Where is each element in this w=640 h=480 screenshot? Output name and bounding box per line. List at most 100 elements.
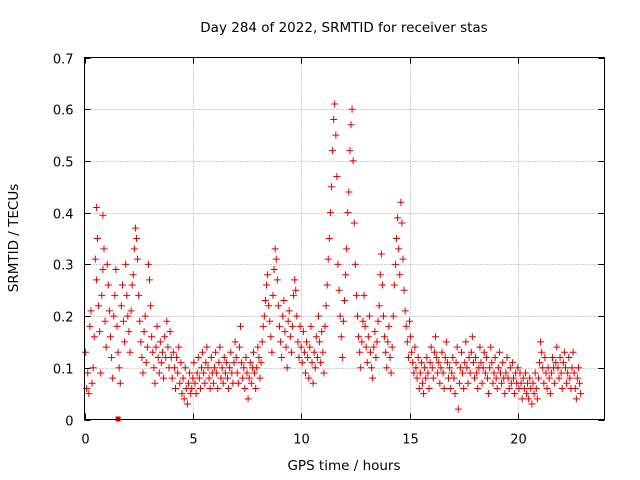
- data-point: [150, 364, 158, 372]
- data-point: [221, 369, 229, 377]
- data-point: [250, 348, 257, 356]
- data-point: [358, 338, 366, 346]
- y-tick-label: 0.7: [53, 53, 74, 68]
- data-point: [521, 369, 529, 377]
- y-tick-label: 0.2: [53, 311, 74, 326]
- data-point: [523, 390, 530, 398]
- data-point: [331, 100, 339, 108]
- data-point: [213, 369, 221, 377]
- data-point: [571, 384, 579, 392]
- data-point: [97, 369, 105, 377]
- data-point: [421, 364, 429, 372]
- data-point: [428, 364, 436, 372]
- data-point: [409, 359, 417, 367]
- data-point: [451, 390, 459, 398]
- data-point: [372, 353, 380, 361]
- chart-title: Day 284 of 2022, SRMTID for receiver sta…: [200, 20, 487, 36]
- data-point: [476, 343, 484, 351]
- data-point: [195, 374, 203, 382]
- data-point: [386, 353, 394, 361]
- data-point: [325, 235, 333, 242]
- data-point: [155, 369, 163, 377]
- data-point: [354, 312, 361, 320]
- data-point: [390, 281, 398, 289]
- data-point: [356, 348, 364, 356]
- data-point: [256, 374, 264, 382]
- data-point: [529, 379, 537, 387]
- data-point: [116, 379, 124, 387]
- data-point: [559, 359, 567, 367]
- data-point: [293, 312, 301, 320]
- data-point: [569, 348, 577, 356]
- data-point: [448, 369, 456, 377]
- data-point: [343, 245, 351, 253]
- data-point: [530, 390, 538, 398]
- data-point: [136, 317, 144, 325]
- data-point: [273, 276, 281, 284]
- data-point: [492, 374, 500, 382]
- data-point: [297, 343, 305, 351]
- data-point: [292, 286, 300, 294]
- data-point: [231, 338, 239, 346]
- data-point: [179, 374, 187, 382]
- axis-ticks: [84, 57, 605, 421]
- data-point: [148, 333, 156, 341]
- data-point: [552, 359, 560, 367]
- data-point: [333, 172, 341, 180]
- data-point: [432, 333, 439, 341]
- data-point: [359, 317, 367, 325]
- data-point: [251, 369, 259, 377]
- data-point: [86, 322, 94, 330]
- data-point: [450, 374, 458, 382]
- data-point: [310, 348, 318, 356]
- data-point: [282, 343, 290, 351]
- data-point: [161, 333, 169, 341]
- data-point: [268, 348, 276, 356]
- data-point: [160, 374, 168, 382]
- data-point: [215, 359, 223, 367]
- data-point: [478, 379, 486, 387]
- data-point: [318, 328, 326, 336]
- data-point: [474, 384, 482, 392]
- data-point: [332, 131, 340, 139]
- data-point: [556, 353, 564, 361]
- data-point: [103, 260, 111, 268]
- data-point: [183, 400, 191, 408]
- data-point: [188, 384, 196, 392]
- data-point: [168, 374, 176, 382]
- data-point: [546, 390, 554, 398]
- data-point: [311, 364, 319, 372]
- data-point: [352, 291, 360, 299]
- data-point: [124, 312, 132, 320]
- data-point: [279, 312, 287, 320]
- data-point: [235, 343, 243, 351]
- data-point: [446, 364, 454, 372]
- data-point: [254, 343, 262, 351]
- data-point: [495, 348, 503, 356]
- data-point: [416, 369, 424, 377]
- data-point: [465, 353, 473, 361]
- data-point: [312, 333, 320, 341]
- data-point: [449, 353, 457, 361]
- data-point: [441, 353, 449, 361]
- data-point: [543, 384, 551, 392]
- data-point: [517, 379, 525, 387]
- data-point: [350, 219, 358, 227]
- data-point: [149, 348, 157, 356]
- data-point: [329, 147, 337, 155]
- data-point: [487, 343, 495, 351]
- data-point: [394, 214, 402, 222]
- x-tick-label: 20: [510, 433, 527, 448]
- data-point: [387, 369, 395, 377]
- data-point: [408, 348, 416, 356]
- data-point: [410, 369, 418, 377]
- data-point: [166, 328, 174, 336]
- data-point: [152, 343, 160, 351]
- data-point: [393, 235, 400, 242]
- data-point: [100, 245, 108, 253]
- x-tick-label: 5: [189, 433, 197, 448]
- data-point: [454, 405, 462, 413]
- data-point: [206, 384, 214, 392]
- data-point: [242, 353, 250, 361]
- data-point: [114, 348, 122, 356]
